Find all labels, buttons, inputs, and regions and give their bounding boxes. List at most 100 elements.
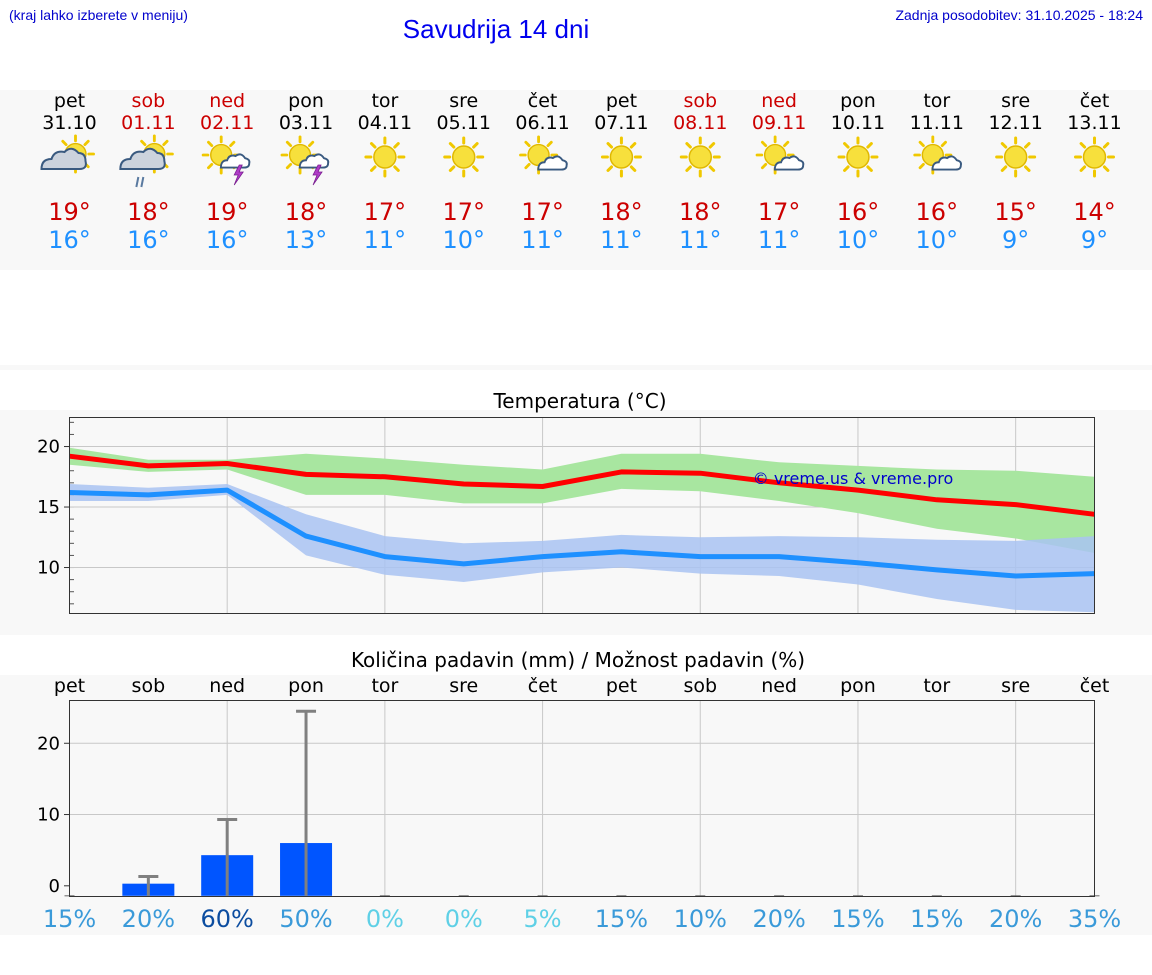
- forecast-weekday: sob: [683, 90, 717, 112]
- precip-weekday-label: pet: [54, 675, 85, 697]
- precipitation-chart-title: Količina padavin (mm) / Možnost padavin …: [351, 648, 805, 672]
- precip-probability: 5%: [524, 905, 562, 933]
- y-tick-label: 20: [37, 437, 60, 458]
- precip-probability: 60%: [201, 905, 254, 933]
- max-temp: 19°: [206, 198, 249, 226]
- precip-weekday-label: čet: [528, 675, 558, 697]
- sun-icon: [443, 136, 485, 178]
- temperature-plot: 10 15 20: [37, 417, 1095, 614]
- forecast-band: [0, 90, 1152, 270]
- forecast-date: 01.11: [121, 112, 175, 134]
- min-temp: 9°: [1002, 226, 1029, 254]
- forecast-weekday: čet: [528, 90, 558, 112]
- forecast-date: 31.10: [42, 112, 96, 134]
- forecast-weekday: sre: [449, 90, 478, 112]
- max-temp: 17°: [521, 198, 564, 226]
- min-temp: 11°: [364, 226, 407, 254]
- precip-weekday-label: sob: [132, 675, 166, 697]
- location-hint: (kraj lahko izberete v meniju): [9, 7, 188, 23]
- max-temp: 18°: [600, 198, 643, 226]
- precip-probability: 10%: [674, 905, 727, 933]
- forecast-date: 13.11: [1067, 112, 1121, 134]
- precip-weekday-label: sob: [683, 675, 717, 697]
- forecast-date: 03.11: [279, 112, 333, 134]
- y-tick-label: 10: [37, 805, 60, 826]
- sun-storm-icon: [280, 135, 330, 186]
- max-temp: 16°: [837, 198, 880, 226]
- forecast-date: 06.11: [515, 112, 569, 134]
- min-temp: 10°: [442, 226, 485, 254]
- precip-probability: 20%: [752, 905, 805, 933]
- max-temp-line: [69, 453, 1095, 517]
- max-temp: 18°: [285, 198, 328, 226]
- temperature-chart-title: Temperatura (°C): [492, 389, 666, 413]
- page-title: Savudrija 14 dni: [402, 14, 590, 44]
- forecast-weekday: ned: [209, 90, 245, 112]
- precip-weekday-label: tor: [371, 675, 398, 697]
- sun-small-cloud-icon: [755, 135, 805, 175]
- sun-icon: [600, 136, 642, 178]
- separator: [0, 365, 1152, 370]
- max-temp: 15°: [994, 198, 1037, 226]
- min-temp: 13°: [285, 226, 328, 254]
- precip-probability: 15%: [910, 905, 963, 933]
- forecast-weekday: tor: [371, 90, 398, 112]
- forecast-date: 11.11: [910, 112, 964, 134]
- forecast-weekday: pon: [288, 90, 324, 112]
- precip-probability: 50%: [279, 905, 332, 933]
- max-temp: 17°: [364, 198, 407, 226]
- forecast-weekday: čet: [1080, 90, 1110, 112]
- y-tick-label: 10: [37, 558, 60, 579]
- precip-weekday-label: ned: [209, 675, 245, 697]
- sun-storm-icon: [201, 135, 251, 186]
- sun-small-cloud-icon: [913, 135, 962, 175]
- max-temp: 17°: [442, 198, 485, 226]
- y-tick-label: 0: [49, 876, 60, 897]
- precip-weekday-label: pon: [840, 675, 876, 697]
- precip-weekday-label: tor: [923, 675, 950, 697]
- precip-weekday-label: ned: [761, 675, 797, 697]
- sun-icon: [679, 136, 721, 178]
- forecast-weekday: pet: [606, 90, 637, 112]
- sun-cloud-icon: [40, 134, 95, 174]
- sun-rain-icon: [119, 134, 174, 188]
- forecast-date: 02.11: [200, 112, 254, 134]
- min-temp: 16°: [127, 226, 170, 254]
- forecast-weekday: sre: [1001, 90, 1030, 112]
- forecast-date: 05.11: [437, 112, 491, 134]
- y-tick-label: 20: [37, 733, 60, 754]
- precip-probability: 20%: [989, 905, 1042, 933]
- max-temp: 16°: [916, 198, 959, 226]
- sun-icon: [364, 136, 406, 178]
- forecast-date: 10.11: [831, 112, 885, 134]
- max-temp: 14°: [1073, 198, 1116, 226]
- precip-probability: 15%: [831, 905, 884, 933]
- forecast-weekday: pet: [54, 90, 85, 112]
- forecast-date: 07.11: [594, 112, 648, 134]
- precip-weekday-label: pet: [606, 675, 637, 697]
- precip-probability: 35%: [1068, 905, 1121, 933]
- precipitation-plot: 0 10 20 pet 15% sob 20% ned 60% pon 50% tor 0% sre 0% č…: [37, 675, 1121, 933]
- forecast-weekday: tor: [923, 90, 950, 112]
- max-temp: 18°: [679, 198, 722, 226]
- forecast-date: 08.11: [673, 112, 727, 134]
- max-temp: 19°: [48, 198, 91, 226]
- max-temp: 17°: [758, 198, 801, 226]
- forecast-weekday: ned: [761, 90, 797, 112]
- min-temp: 16°: [206, 226, 249, 254]
- forecast-date: 09.11: [752, 112, 806, 134]
- precip-weekday-label: čet: [1080, 675, 1110, 697]
- min-temp: 11°: [600, 226, 643, 254]
- min-temp-range-band: [69, 484, 1095, 613]
- precip-weekday-label: pon: [288, 675, 324, 697]
- y-tick-label: 15: [37, 497, 60, 518]
- forecast-date: 04.11: [358, 112, 412, 134]
- sun-icon: [837, 136, 879, 178]
- precip-probability: 15%: [595, 905, 648, 933]
- sun-icon: [1074, 136, 1115, 178]
- min-temp: 11°: [679, 226, 722, 254]
- precip-probability: 15%: [43, 905, 96, 933]
- sun-small-cloud-icon: [519, 135, 568, 175]
- min-temp: 9°: [1081, 226, 1108, 254]
